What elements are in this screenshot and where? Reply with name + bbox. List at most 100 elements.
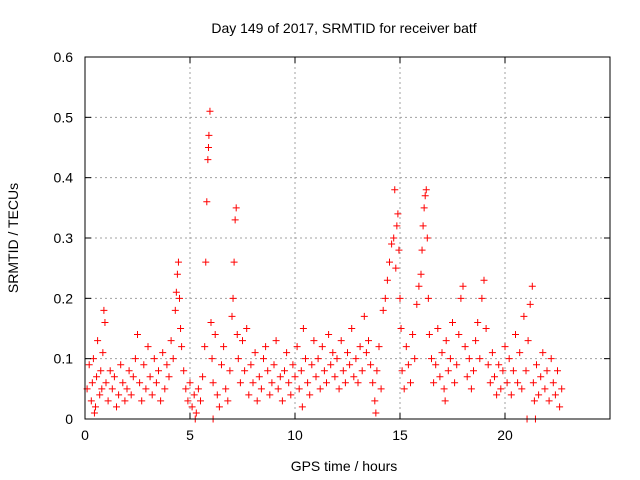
data-point bbox=[255, 373, 263, 381]
data-point bbox=[512, 331, 519, 339]
data-point bbox=[177, 325, 185, 332]
chart-title: Day 149 of 2017, SRMTID for receiver bat… bbox=[211, 20, 476, 36]
data-point bbox=[230, 258, 238, 266]
data-point bbox=[526, 300, 534, 308]
data-point bbox=[316, 385, 324, 393]
data-point bbox=[356, 343, 364, 351]
data-point bbox=[367, 361, 375, 369]
data-point bbox=[204, 144, 212, 151]
data-point bbox=[268, 379, 276, 387]
data-point bbox=[104, 397, 112, 405]
data-point bbox=[310, 337, 318, 345]
data-point bbox=[360, 312, 368, 320]
data-point bbox=[518, 385, 526, 393]
data-point bbox=[245, 391, 253, 399]
data-point bbox=[113, 403, 120, 411]
data-point bbox=[453, 361, 461, 369]
x-tick-label: 20 bbox=[497, 427, 513, 443]
data-point bbox=[535, 391, 543, 399]
data-point bbox=[171, 306, 179, 314]
y-tick-label: 0.6 bbox=[54, 49, 74, 65]
data-point bbox=[478, 294, 486, 302]
data-point bbox=[213, 391, 221, 399]
data-point bbox=[264, 367, 272, 375]
data-point bbox=[314, 355, 322, 363]
data-point bbox=[486, 379, 494, 387]
data-point bbox=[325, 331, 333, 339]
data-point bbox=[176, 294, 183, 302]
data-point bbox=[497, 385, 505, 393]
data-point bbox=[236, 379, 244, 387]
data-point bbox=[415, 282, 423, 290]
data-point bbox=[438, 349, 446, 357]
data-point bbox=[92, 403, 99, 411]
data-point bbox=[262, 343, 270, 351]
data-point bbox=[174, 258, 182, 266]
data-point bbox=[507, 391, 515, 399]
grid-lines bbox=[85, 57, 610, 419]
data-point bbox=[192, 409, 200, 417]
data-point bbox=[89, 355, 97, 363]
data-point bbox=[231, 216, 239, 224]
data-point bbox=[289, 361, 297, 369]
data-point bbox=[88, 379, 96, 387]
data-point bbox=[125, 367, 133, 375]
data-point bbox=[501, 343, 509, 351]
data-point bbox=[346, 361, 354, 369]
data-point bbox=[150, 355, 158, 363]
data-point bbox=[117, 361, 125, 369]
data-point bbox=[499, 367, 507, 375]
data-point bbox=[358, 367, 366, 375]
data-point bbox=[119, 379, 127, 387]
data-point bbox=[308, 361, 316, 369]
data-point bbox=[106, 367, 114, 375]
data-point bbox=[350, 373, 358, 381]
data-point bbox=[140, 361, 148, 369]
data-point bbox=[441, 397, 449, 405]
data-point bbox=[463, 373, 471, 381]
data-point bbox=[547, 355, 555, 363]
data-point bbox=[184, 397, 192, 405]
data-point bbox=[339, 367, 347, 375]
data-point bbox=[274, 385, 282, 393]
data-point bbox=[241, 367, 249, 375]
data-point bbox=[444, 367, 452, 375]
y-tick-label: 0.2 bbox=[54, 290, 74, 306]
data-point bbox=[129, 373, 137, 381]
data-point bbox=[377, 385, 385, 393]
data-point bbox=[204, 156, 212, 164]
data-point bbox=[329, 349, 337, 357]
data-point bbox=[215, 403, 223, 411]
data-point bbox=[505, 355, 513, 363]
data-point bbox=[206, 107, 214, 115]
y-tick-label: 0.1 bbox=[54, 351, 74, 367]
data-point bbox=[285, 379, 293, 387]
y-tick-label: 0 bbox=[65, 411, 73, 427]
data-point bbox=[558, 385, 566, 393]
data-point bbox=[298, 403, 306, 411]
data-point bbox=[354, 379, 362, 387]
data-point bbox=[409, 331, 417, 339]
data-point bbox=[495, 361, 503, 369]
data-point bbox=[528, 282, 536, 290]
data-point bbox=[247, 361, 255, 369]
data-point bbox=[85, 361, 93, 369]
data-point bbox=[362, 349, 370, 357]
data-point bbox=[539, 349, 547, 357]
data-point bbox=[397, 325, 405, 332]
data-point bbox=[197, 397, 204, 405]
data-point bbox=[476, 355, 484, 363]
data-point bbox=[396, 294, 404, 302]
data-point bbox=[205, 131, 213, 139]
data-point bbox=[379, 306, 387, 314]
y-tick-label: 0.4 bbox=[54, 170, 74, 186]
data-point bbox=[369, 379, 377, 387]
data-point bbox=[543, 367, 551, 375]
data-point bbox=[514, 379, 522, 387]
data-point bbox=[480, 276, 488, 284]
data-point bbox=[484, 361, 492, 369]
data-point bbox=[509, 367, 517, 375]
data-point bbox=[465, 355, 473, 363]
data-point bbox=[226, 367, 234, 375]
